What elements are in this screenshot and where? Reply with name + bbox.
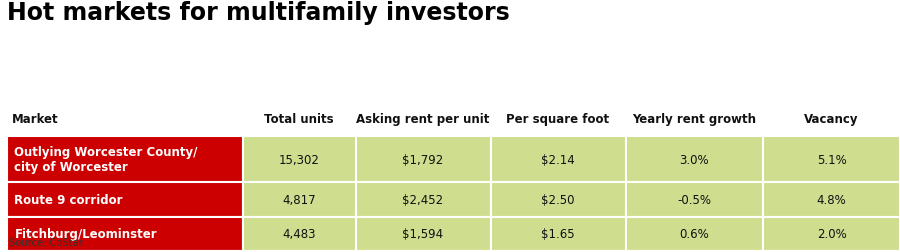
Text: Outlying Worcester County/
city of Worcester: Outlying Worcester County/ city of Worce… <box>14 145 198 174</box>
Text: 3.0%: 3.0% <box>680 153 709 166</box>
Text: Fitchburg/Leominster: Fitchburg/Leominster <box>14 227 157 240</box>
Text: Total units: Total units <box>265 113 334 125</box>
Bar <box>626 217 763 251</box>
Bar <box>243 136 356 183</box>
Bar <box>356 217 490 251</box>
Bar <box>626 251 763 252</box>
Bar <box>356 136 490 183</box>
Bar <box>243 251 356 252</box>
Bar <box>626 136 763 183</box>
Text: 4,817: 4,817 <box>283 193 316 206</box>
Text: Per square foot: Per square foot <box>507 113 609 125</box>
Text: Vacancy: Vacancy <box>805 113 859 125</box>
Text: 5.1%: 5.1% <box>816 153 847 166</box>
Text: Route 9 corridor: Route 9 corridor <box>14 193 123 206</box>
Bar <box>491 183 626 217</box>
Bar <box>243 183 356 217</box>
Text: $1.65: $1.65 <box>541 227 575 240</box>
Text: -0.5%: -0.5% <box>678 193 711 206</box>
Text: 0.6%: 0.6% <box>680 227 709 240</box>
Text: $1,792: $1,792 <box>402 153 444 166</box>
Text: 15,302: 15,302 <box>279 153 320 166</box>
Bar <box>7 251 243 252</box>
Bar <box>626 183 763 217</box>
Bar <box>7 183 243 217</box>
Text: $2.14: $2.14 <box>541 153 575 166</box>
Bar <box>7 136 243 183</box>
Text: $2.50: $2.50 <box>541 193 575 206</box>
Text: Hot markets for multifamily investors: Hot markets for multifamily investors <box>7 1 510 25</box>
Text: Asking rent per unit: Asking rent per unit <box>356 113 490 125</box>
Bar <box>7 217 243 251</box>
Bar <box>356 183 490 217</box>
Text: $2,452: $2,452 <box>402 193 444 206</box>
Text: Source: CoStar: Source: CoStar <box>9 237 83 247</box>
Bar <box>243 217 356 251</box>
Text: Yearly rent growth: Yearly rent growth <box>633 113 756 125</box>
Bar <box>763 217 900 251</box>
Bar <box>763 251 900 252</box>
Bar <box>763 136 900 183</box>
Bar <box>491 136 626 183</box>
Text: 4.8%: 4.8% <box>816 193 847 206</box>
Bar <box>491 217 626 251</box>
Bar <box>356 251 490 252</box>
Text: 2.0%: 2.0% <box>816 227 847 240</box>
Bar <box>763 183 900 217</box>
Text: $1,594: $1,594 <box>402 227 444 240</box>
Text: Market: Market <box>12 113 58 125</box>
Text: 4,483: 4,483 <box>283 227 316 240</box>
Bar <box>491 251 626 252</box>
